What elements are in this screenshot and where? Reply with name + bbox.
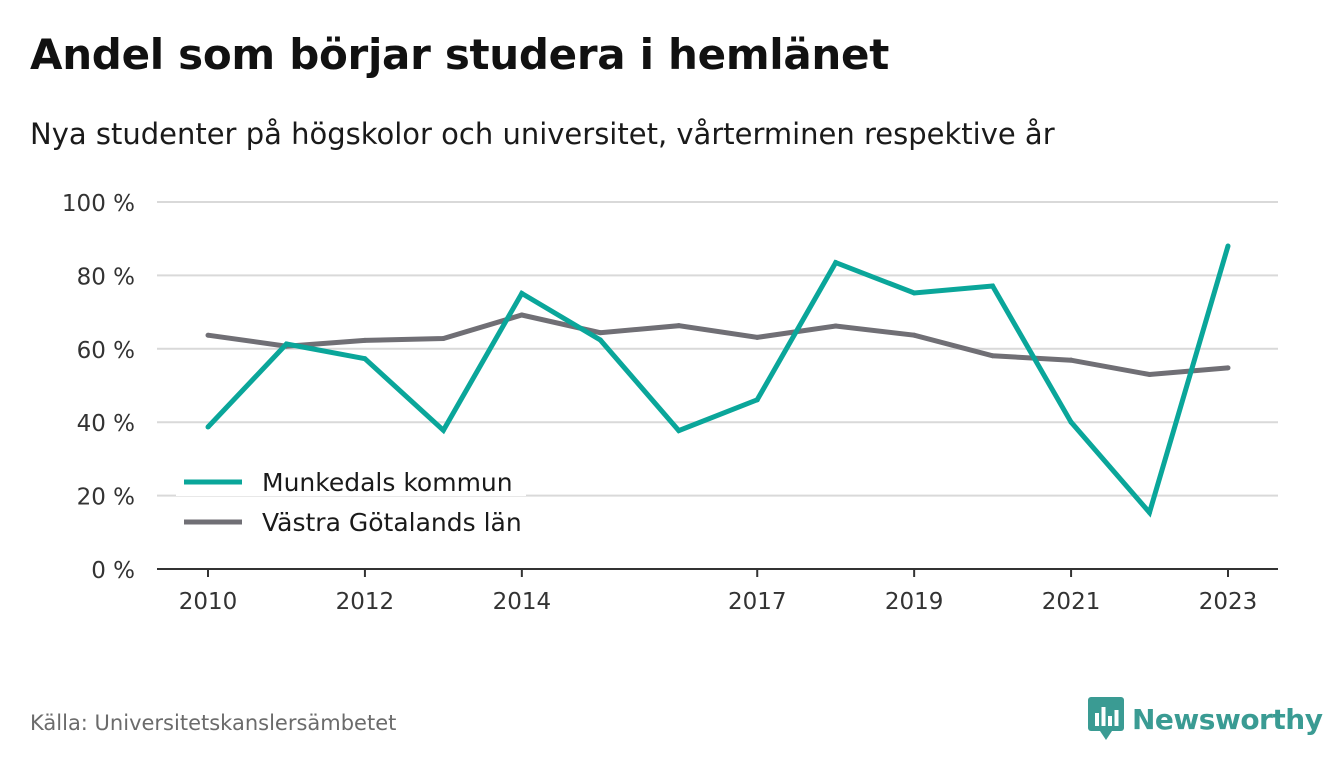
data-point-1-2010	[205, 332, 211, 338]
data-point-1-2013	[440, 336, 446, 342]
y-tick-label: 0 %	[91, 558, 135, 584]
legend-background	[176, 462, 526, 496]
data-point-0-2013	[440, 427, 446, 433]
data-point-1-2020	[990, 353, 996, 359]
source-note: Källa: Universitetskanslersämbetet	[30, 711, 397, 735]
data-point-1-2023	[1225, 365, 1231, 371]
x-tick-label: 2021	[1042, 589, 1101, 615]
x-tick-label: 2017	[728, 589, 787, 615]
data-point-0-2011	[283, 341, 289, 347]
x-tick-label: 2012	[336, 589, 395, 615]
legend-label-1: Västra Götalands län	[262, 508, 522, 537]
axes: 0 % 20 % 40 % 60 % 80 % 100 % 2010 2012 2014 2017…	[62, 191, 1278, 615]
data-point-0-2014	[519, 290, 525, 296]
legend-background	[176, 502, 526, 536]
data-point-0-2020	[990, 283, 996, 289]
data-point-0-2015	[597, 337, 603, 343]
chart-subtitle: Nya studenter på högskolor och universit…	[30, 117, 1055, 151]
data-point-1-2014	[519, 312, 525, 318]
y-tick-label: 40 %	[77, 411, 135, 437]
data-point-0-2019	[911, 290, 917, 296]
data-point-1-2021	[1068, 357, 1074, 363]
series-line-1	[207, 312, 1229, 378]
y-tick-label: 80 %	[77, 264, 135, 290]
data-point-0-2017	[754, 397, 760, 403]
data-point-1-2019	[911, 332, 917, 338]
chart-title: Andel som börjar studera i hemlänet	[30, 30, 889, 79]
data-point-0-2018	[833, 260, 839, 266]
brand-logo: Newsworthy	[1088, 697, 1323, 741]
data-point-1-2016	[676, 323, 682, 329]
data-point-1-2018	[833, 323, 839, 329]
x-tick-label: 2019	[885, 589, 944, 615]
legend: Munkedals kommun Västra Götalands län	[176, 462, 526, 537]
data-point-1-2012	[362, 337, 368, 343]
data-point-0-2012	[362, 356, 368, 362]
data-point-0-2023	[1225, 243, 1231, 249]
data-point-0-2021	[1068, 419, 1074, 425]
data-point-1-2022	[1147, 371, 1153, 377]
newsworthy-logo-icon	[1088, 697, 1124, 740]
x-tick-label: 2023	[1199, 589, 1258, 615]
y-tick-label: 60 %	[77, 338, 135, 364]
x-tick-label: 2014	[493, 589, 552, 615]
data-point-0-2010	[205, 424, 211, 430]
series-lines	[205, 243, 1231, 518]
line-chart: 0 % 20 % 40 % 60 % 80 % 100 % 2010 2012 2014 2017…	[62, 191, 1278, 615]
x-tick-label: 2010	[179, 589, 238, 615]
legend-label-0: Munkedals kommun	[262, 468, 513, 497]
brand-name: Newsworthy	[1132, 702, 1323, 736]
data-point-0-2022	[1147, 509, 1153, 515]
data-point-1-2017	[754, 334, 760, 340]
data-point-1-2015	[597, 330, 603, 336]
y-tick-label: 100 %	[62, 191, 135, 217]
series-line-0	[206, 245, 1231, 518]
data-point-0-2016	[676, 428, 682, 434]
y-tick-label: 20 %	[77, 485, 135, 511]
